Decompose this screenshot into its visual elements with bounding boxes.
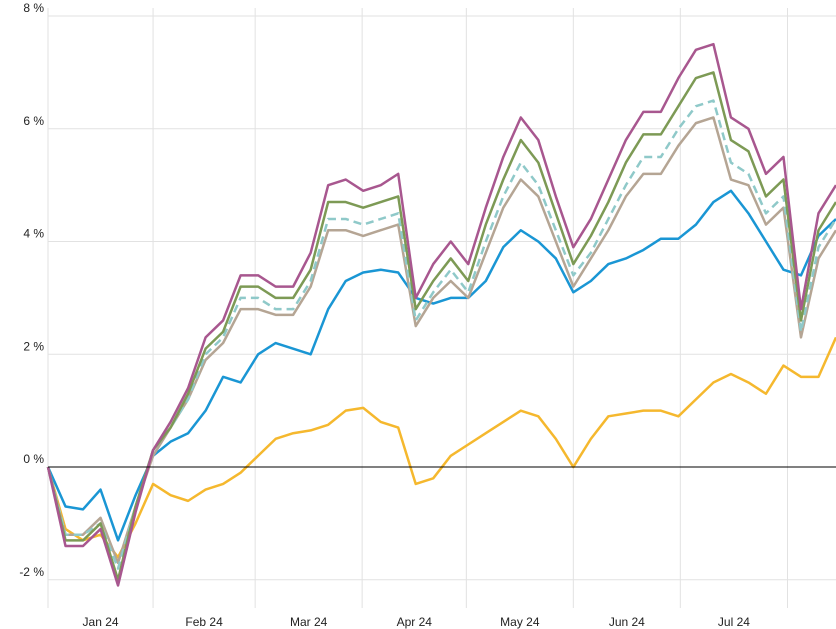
x-tick-label: Jul 24 <box>718 615 750 629</box>
y-tick-label: 6 % <box>23 114 44 128</box>
x-tick-label: Mar 24 <box>290 615 328 629</box>
y-tick-label: 0 % <box>23 452 44 466</box>
y-tick-label: 4 % <box>23 227 44 241</box>
series-line <box>46 116 836 565</box>
series-line <box>46 189 836 542</box>
x-tick-label: Jan 24 <box>83 615 119 629</box>
series-line <box>46 71 836 582</box>
series-line <box>46 336 836 559</box>
series-line <box>46 99 836 570</box>
y-tick-label: -2 % <box>19 565 44 579</box>
y-tick-label: 2 % <box>23 339 44 353</box>
x-tick-label: May 24 <box>500 615 540 629</box>
x-tick-label: Jun 24 <box>609 615 645 629</box>
x-tick-label: Apr 24 <box>397 615 433 629</box>
y-tick-label: 8 % <box>23 1 44 15</box>
x-tick-label: Feb 24 <box>185 615 223 629</box>
series-line <box>46 42 836 587</box>
